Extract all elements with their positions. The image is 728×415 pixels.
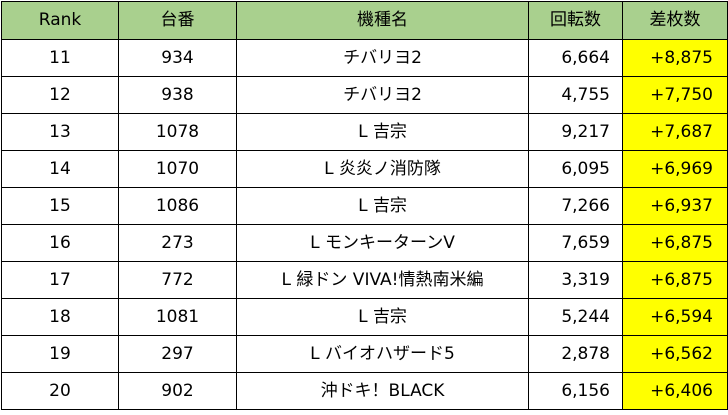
table-row: 19 297 L バイオハザード5 2,878 +6,562 [1,335,728,373]
diff-cell: +6,937 [622,187,728,225]
machine-no-cell: 772 [118,261,237,299]
machine-no-cell: 1078 [118,113,237,151]
diff-cell: +8,875 [622,39,728,77]
spins-cell: 7,659 [528,224,623,262]
diff-cell: +7,687 [622,113,728,151]
model-cell: L 吉宗 [236,113,529,151]
header-diff: 差枚数 [622,1,728,40]
spins-cell: 2,878 [528,335,623,373]
model-cell: L 緑ドン VIVA!情熱南米編 [236,261,529,299]
model-cell: L モンキーターンV [236,224,529,262]
machine-no-cell: 1070 [118,150,237,188]
spins-cell: 4,755 [528,76,623,114]
table-row: 14 1070 L 炎炎ノ消防隊 6,095 +6,969 [1,150,728,188]
diff-cell: +6,406 [622,372,728,410]
model-cell: チバリヨ2 [236,76,529,114]
header-model: 機種名 [236,1,529,40]
rank-cell: 12 [1,76,119,114]
spins-cell: 7,266 [528,187,623,225]
machine-no-cell: 938 [118,76,237,114]
spins-cell: 6,156 [528,372,623,410]
table-row: 12 938 チバリヨ2 4,755 +7,750 [1,76,728,114]
machine-no-cell: 934 [118,39,237,77]
model-cell: L バイオハザード5 [236,335,529,373]
machine-no-cell: 902 [118,372,237,410]
spins-cell: 6,664 [528,39,623,77]
table-row: 13 1078 L 吉宗 9,217 +7,687 [1,113,728,151]
machine-no-cell: 273 [118,224,237,262]
rank-cell: 11 [1,39,119,77]
model-cell: チバリヨ2 [236,39,529,77]
machine-no-cell: 1086 [118,187,237,225]
spins-cell: 3,319 [528,261,623,299]
rank-cell: 20 [1,372,119,410]
diff-cell: +6,969 [622,150,728,188]
rank-cell: 16 [1,224,119,262]
rank-cell: 14 [1,150,119,188]
spins-cell: 6,095 [528,150,623,188]
table-row: 15 1086 L 吉宗 7,266 +6,937 [1,187,728,225]
table-row: 16 273 L モンキーターンV 7,659 +6,875 [1,224,728,262]
diff-cell: +6,594 [622,298,728,336]
diff-cell: +7,750 [622,76,728,114]
model-cell: 沖ドキ！BLACK [236,372,529,410]
diff-cell: +6,875 [622,224,728,262]
rank-cell: 18 [1,298,119,336]
model-cell: L 吉宗 [236,298,529,336]
rank-cell: 13 [1,113,119,151]
header-row: Rank 台番 機種名 回転数 差枚数 [1,1,728,40]
spins-cell: 9,217 [528,113,623,151]
model-cell: L 炎炎ノ消防隊 [236,150,529,188]
table-row: 20 902 沖ドキ！BLACK 6,156 +6,406 [1,372,728,410]
rank-cell: 15 [1,187,119,225]
table-row: 11 934 チバリヨ2 6,664 +8,875 [1,39,728,77]
rank-cell: 19 [1,335,119,373]
model-cell: L 吉宗 [236,187,529,225]
spins-cell: 5,244 [528,298,623,336]
diff-cell: +6,562 [622,335,728,373]
header-spins: 回転数 [528,1,623,40]
header-rank: Rank [1,1,119,40]
machine-no-cell: 1081 [118,298,237,336]
rank-cell: 17 [1,261,119,299]
machine-no-cell: 297 [118,335,237,373]
header-machine-no: 台番 [118,1,237,40]
diff-cell: +6,875 [622,261,728,299]
table-row: 18 1081 L 吉宗 5,244 +6,594 [1,298,728,336]
table-row: 17 772 L 緑ドン VIVA!情熱南米編 3,319 +6,875 [1,261,728,299]
